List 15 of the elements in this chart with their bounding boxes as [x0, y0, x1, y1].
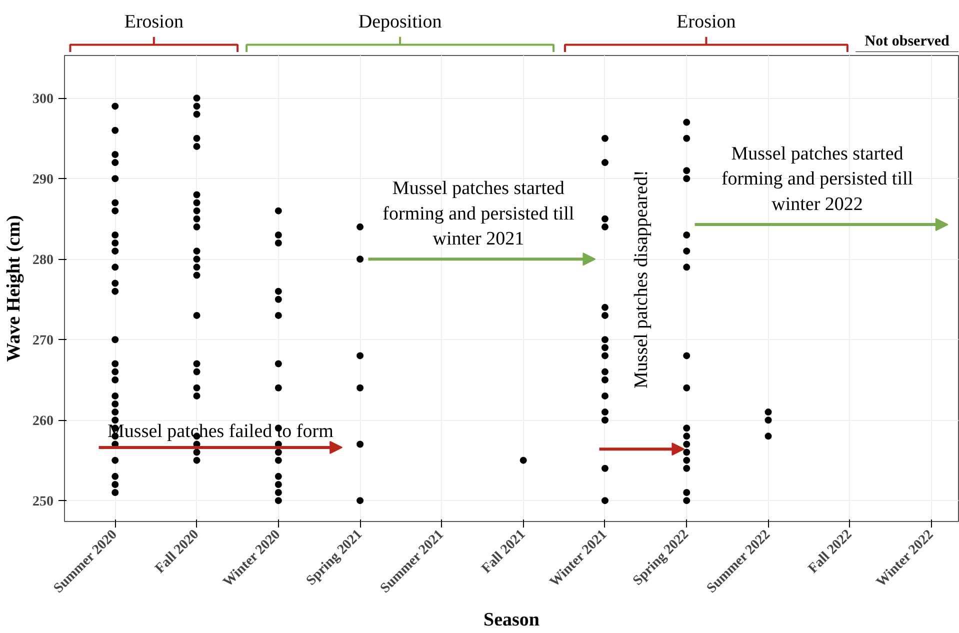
y-tick-label: 280 — [32, 253, 54, 268]
annotation: Mussel patches started forming and persisted till winter 2022 — [721, 143, 914, 215]
x-axis-title: Season — [484, 610, 540, 631]
y-tick-label: 270 — [32, 334, 54, 349]
y-tick-label: 300 — [32, 92, 54, 108]
y-tick-label: 260 — [32, 414, 54, 430]
y-tick-label: 250 — [32, 494, 54, 510]
annotation: Mussel patches disappeared! — [631, 170, 652, 388]
y-tick-label: 290 — [32, 172, 54, 188]
text: Erosion — [124, 12, 184, 33]
text: Not observed — [864, 33, 950, 50]
annotation: Mussel patches started forming and persisted till winter 2021 — [382, 178, 574, 250]
text: Deposition — [358, 12, 442, 33]
text: Erosion — [676, 12, 736, 33]
y-axis-title: Wave Height (cm) — [4, 215, 24, 362]
